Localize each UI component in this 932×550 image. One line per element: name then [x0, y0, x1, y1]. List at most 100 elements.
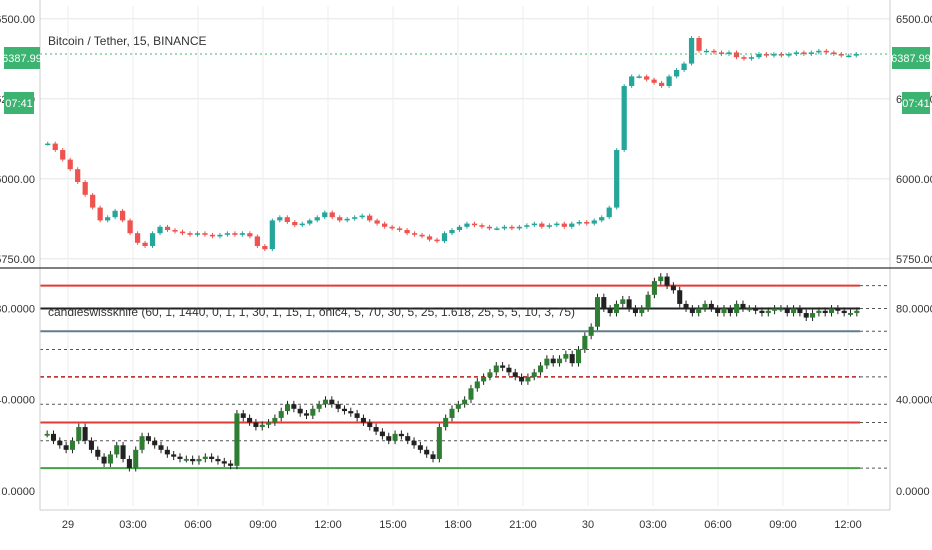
candle-body: [479, 225, 485, 227]
candle-body: [389, 226, 395, 229]
candle-body: [322, 212, 328, 218]
candle-body: [359, 215, 365, 218]
candle-body: [644, 76, 650, 80]
countdown-badge-left: [4, 92, 34, 114]
oscillator-candle: [721, 308, 727, 314]
candle-body: [75, 169, 81, 182]
oscillator-candle: [613, 303, 619, 314]
oscillator-candle: [645, 294, 651, 309]
candle-body: [621, 86, 627, 150]
oscillator-candle: [563, 354, 569, 359]
oscillator-candle: [702, 303, 708, 309]
time-tick-label: 12:00: [314, 519, 342, 531]
candle-body: [561, 223, 567, 227]
candle-body: [464, 223, 470, 227]
candle-body: [202, 233, 208, 235]
last-price-badge-right: [892, 47, 930, 69]
oscillator-candle: [354, 413, 360, 418]
oscillator-tick-label-left: 80.0000: [0, 303, 35, 315]
candle-body: [60, 150, 66, 160]
time-tick-label: 30: [582, 519, 594, 531]
oscillator-candle: [190, 458, 196, 462]
candle-body: [367, 215, 373, 221]
oscillator-candle: [468, 388, 474, 400]
oscillator-candle: [310, 408, 316, 416]
time-tick-label: 29: [62, 519, 74, 531]
candle-body: [756, 54, 762, 58]
oscillator-candle: [133, 449, 139, 469]
candle-body: [307, 220, 313, 224]
candle-body: [658, 82, 665, 86]
oscillator-candle: [291, 404, 297, 409]
oscillator-candle: [588, 326, 594, 336]
oscillator-candle: [746, 308, 752, 311]
candle-body: [82, 182, 88, 195]
oscillator-candle: [765, 310, 771, 314]
candle-body: [606, 207, 612, 218]
candle-body: [344, 218, 350, 221]
candle-body: [194, 233, 201, 235]
candle-body: [524, 225, 530, 227]
candle-body: [486, 226, 493, 229]
oscillator-candle: [443, 417, 449, 428]
candle-body: [419, 234, 425, 237]
oscillator-candle: [285, 404, 291, 412]
oscillator-candle: [202, 456, 208, 459]
candle-body: [576, 222, 582, 224]
time-tick-label: 09:00: [249, 519, 277, 531]
oscillator-candle: [215, 458, 221, 462]
oscillator-candle: [683, 303, 689, 309]
candle-body: [838, 54, 844, 56]
oscillator-candle: [297, 408, 303, 414]
time-tick-label: 06:00: [704, 519, 732, 531]
oscillator-candle: [367, 422, 373, 428]
oscillator-candle: [791, 308, 797, 314]
oscillator-candle: [228, 463, 234, 466]
oscillator-candle: [158, 445, 164, 450]
oscillator-candle: [234, 413, 240, 466]
candle-body: [262, 246, 268, 250]
candle-body: [516, 226, 522, 229]
oscillator-candle: [95, 449, 101, 457]
candle-body: [329, 212, 335, 218]
candle-body: [509, 226, 515, 229]
candle-body: [651, 79, 657, 83]
last-price-label-right: 6387.99: [891, 53, 931, 65]
oscillator-candle: [708, 303, 714, 309]
price-tick-label-right: 5750.00: [896, 254, 932, 266]
oscillator-candle: [544, 358, 550, 366]
candle-body: [471, 223, 478, 226]
oscillator-candle: [436, 427, 442, 459]
oscillator-candle: [772, 308, 778, 311]
oscillator-candle: [784, 308, 790, 314]
oscillator-candle: [303, 413, 310, 416]
candle-body: [112, 210, 118, 218]
time-tick-label: 03:00: [639, 519, 667, 531]
oscillator-candle: [430, 454, 436, 459]
price-tick-label-left: 5750.00: [0, 254, 35, 266]
oscillator-candle: [715, 308, 721, 314]
candle-body: [853, 54, 859, 56]
candle-body: [209, 234, 216, 237]
oscillator-candle: [481, 376, 487, 382]
oscillator-candle: [449, 408, 455, 418]
oscillator-candle: [620, 299, 626, 304]
candle-body: [404, 230, 410, 234]
oscillator-candle: [601, 297, 607, 309]
main-chart-title: Bitcoin / Tether, 15, BINANCE: [48, 34, 207, 48]
oscillator-candle: [550, 358, 556, 364]
candle-body: [501, 226, 508, 229]
axes: 5750.005750.006000.006000.006250.006250.…: [0, 0, 932, 531]
oscillator-candle: [360, 417, 366, 423]
candle-body: [157, 226, 163, 234]
oscillator-candle: [379, 431, 385, 437]
oscillator-candle: [221, 461, 227, 464]
candle-body: [292, 222, 298, 226]
oscillator-candle: [689, 308, 695, 314]
oscillator-candle: [810, 313, 816, 318]
candle-body: [172, 230, 178, 232]
oscillator-candle: [847, 313, 854, 315]
candle-body: [119, 210, 126, 221]
oscillator-candle: [753, 308, 759, 311]
